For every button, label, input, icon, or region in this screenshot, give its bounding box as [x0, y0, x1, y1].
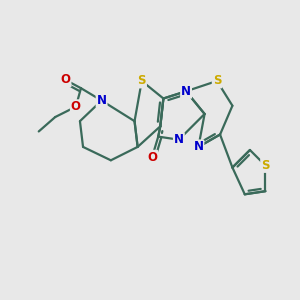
Text: N: N [174, 133, 184, 146]
Text: N: N [97, 94, 106, 107]
Text: O: O [61, 74, 70, 86]
Text: S: S [137, 74, 146, 88]
Text: N: N [194, 140, 203, 153]
Text: O: O [71, 100, 81, 113]
Text: S: S [213, 74, 221, 88]
Text: O: O [147, 151, 157, 164]
Text: N: N [181, 85, 191, 98]
Text: S: S [261, 159, 270, 172]
